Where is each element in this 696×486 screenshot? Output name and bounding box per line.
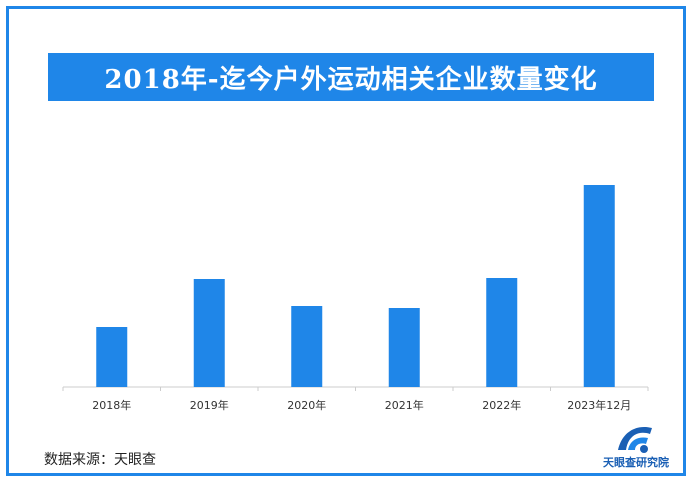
x-tick-label: 2020年 xyxy=(287,398,326,412)
x-tick-label: 2018年 xyxy=(92,398,131,412)
bar-4 xyxy=(486,278,518,387)
bar-0 xyxy=(96,327,128,387)
bar-5 xyxy=(583,185,615,387)
x-tick-label: 2023年12月 xyxy=(567,398,631,412)
bar-1 xyxy=(193,279,225,387)
bar-3 xyxy=(388,308,420,387)
title-banner: 2018年-迄今户外运动相关企业数量变化 xyxy=(48,53,654,101)
data-source: 数据来源：天眼查 xyxy=(44,452,156,468)
x-tick-label: 2019年 xyxy=(190,398,229,412)
tianyancha-logo-icon xyxy=(618,426,652,453)
x-tick-label: 2021年 xyxy=(385,398,424,412)
brand-text: 天眼查研究院 xyxy=(603,456,669,469)
chart-title: 2018年-迄今户外运动相关企业数量变化 xyxy=(104,64,598,95)
brand-mark: 天眼查研究院 xyxy=(596,420,676,470)
x-tick-label: 2022年 xyxy=(482,398,521,412)
bar-2 xyxy=(291,306,323,387)
